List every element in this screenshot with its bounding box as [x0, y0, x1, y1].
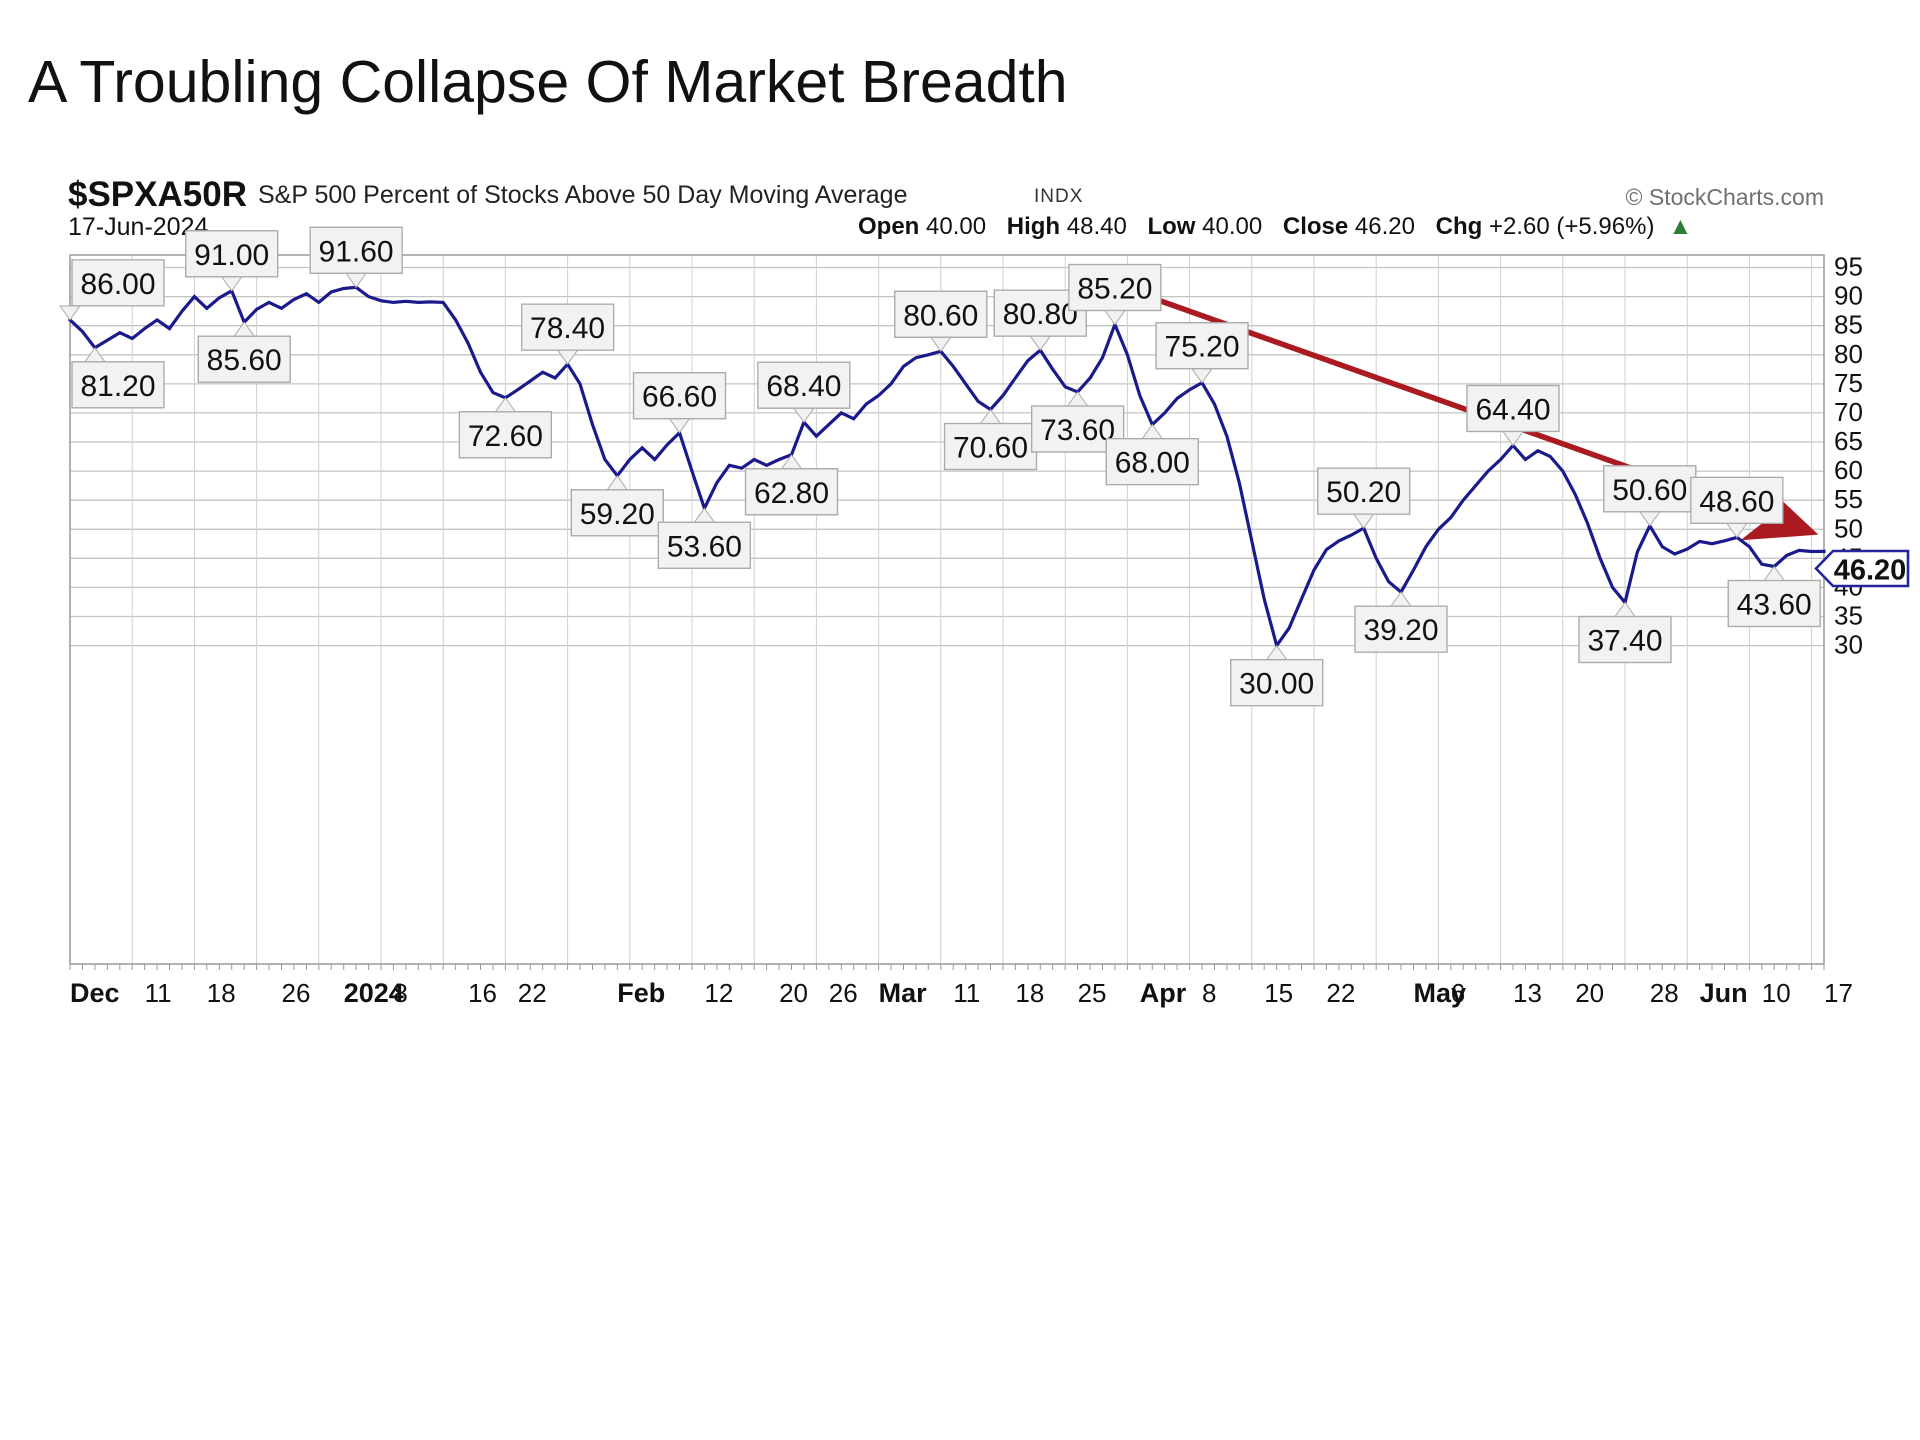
svg-text:Apr: Apr: [1140, 978, 1187, 1008]
svg-text:35: 35: [1834, 601, 1863, 631]
svg-text:75.20: 75.20: [1164, 331, 1239, 364]
svg-text:85.60: 85.60: [207, 344, 282, 377]
svg-text:18: 18: [1015, 978, 1044, 1008]
svg-text:72.60: 72.60: [468, 420, 543, 453]
svg-text:Jun: Jun: [1700, 978, 1748, 1008]
svg-text:80.60: 80.60: [903, 299, 978, 332]
svg-text:39.20: 39.20: [1363, 614, 1438, 647]
svg-text:11: 11: [953, 978, 980, 1008]
svg-text:73.60: 73.60: [1040, 414, 1115, 447]
svg-text:Dec: Dec: [70, 978, 120, 1008]
svg-text:17: 17: [1824, 978, 1853, 1008]
svg-text:53.60: 53.60: [667, 530, 742, 563]
svg-text:20: 20: [1575, 978, 1604, 1008]
svg-text:16: 16: [468, 978, 497, 1008]
svg-text:15: 15: [1264, 978, 1293, 1008]
svg-text:28: 28: [1650, 978, 1679, 1008]
svg-text:50.20: 50.20: [1326, 476, 1401, 509]
svg-text:43.60: 43.60: [1737, 589, 1812, 622]
svg-text:80.80: 80.80: [1003, 298, 1078, 331]
svg-text:70.60: 70.60: [953, 432, 1028, 465]
svg-text:26: 26: [829, 978, 858, 1008]
svg-text:50.60: 50.60: [1612, 474, 1687, 507]
svg-text:68.40: 68.40: [766, 370, 841, 403]
svg-text:66.60: 66.60: [642, 381, 717, 414]
svg-text:70: 70: [1834, 397, 1863, 427]
svg-text:60: 60: [1834, 455, 1863, 485]
svg-text:65: 65: [1834, 426, 1863, 456]
svg-text:30: 30: [1834, 630, 1863, 660]
svg-text:91.00: 91.00: [194, 239, 269, 272]
svg-text:30.00: 30.00: [1239, 668, 1314, 701]
svg-text:62.80: 62.80: [754, 477, 829, 510]
svg-text:Mar: Mar: [879, 978, 928, 1008]
svg-text:37.40: 37.40: [1587, 625, 1662, 658]
svg-text:81.20: 81.20: [80, 370, 155, 403]
svg-text:55: 55: [1834, 484, 1863, 514]
svg-text:8: 8: [1202, 978, 1216, 1008]
svg-text:90: 90: [1834, 281, 1863, 311]
svg-text:95: 95: [1834, 252, 1863, 282]
svg-text:59.20: 59.20: [580, 498, 655, 531]
svg-text:12: 12: [704, 978, 733, 1008]
svg-text:78.40: 78.40: [530, 312, 605, 345]
svg-text:13: 13: [1513, 978, 1542, 1008]
svg-text:85.20: 85.20: [1077, 273, 1152, 306]
svg-text:25: 25: [1078, 978, 1107, 1008]
svg-text:10: 10: [1762, 978, 1791, 1008]
svg-text:6: 6: [1451, 978, 1465, 1008]
svg-text:75: 75: [1834, 368, 1863, 398]
svg-text:22: 22: [518, 978, 547, 1008]
svg-text:86.00: 86.00: [80, 268, 155, 301]
svg-text:85: 85: [1834, 310, 1863, 340]
svg-text:64.40: 64.40: [1475, 394, 1550, 427]
svg-text:26: 26: [282, 978, 311, 1008]
svg-text:22: 22: [1326, 978, 1355, 1008]
svg-text:46.20: 46.20: [1834, 555, 1907, 587]
svg-text:18: 18: [207, 978, 236, 1008]
svg-text:80: 80: [1834, 339, 1863, 369]
svg-text:20: 20: [779, 978, 808, 1008]
svg-text:50: 50: [1834, 513, 1863, 543]
svg-text:48.60: 48.60: [1699, 485, 1774, 518]
svg-text:11: 11: [145, 978, 172, 1008]
svg-text:Feb: Feb: [617, 978, 665, 1008]
svg-text:68.00: 68.00: [1115, 447, 1190, 480]
svg-text:91.60: 91.60: [319, 235, 394, 268]
svg-text:8: 8: [393, 978, 407, 1008]
